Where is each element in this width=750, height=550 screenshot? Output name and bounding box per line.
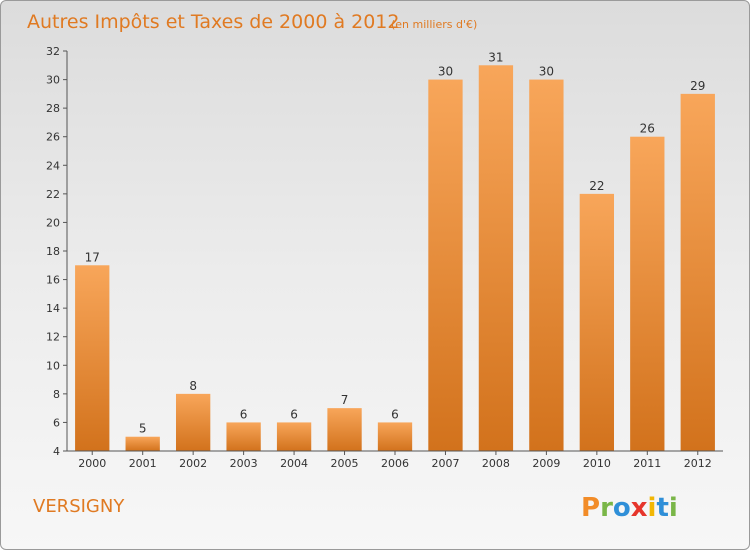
y-tick-label: 24 [46, 159, 60, 172]
bar-value-label: 31 [488, 50, 503, 64]
bars: 17 5 8 6 6 7 6 30 31 30 22 26 29 [75, 50, 715, 452]
logo-letter: P [581, 493, 600, 523]
x-tick-label: 2002 [179, 457, 207, 470]
proxiti-logo: Proxiti [581, 493, 678, 523]
logo-letter: t [656, 493, 668, 523]
bar [478, 65, 514, 452]
x-axis: 2000 2001 2002 2003 2004 2005 2006 2007 2008 2009… [67, 450, 723, 470]
bar [276, 422, 312, 451]
bar [175, 393, 211, 451]
logo-letter: o [613, 493, 631, 523]
bar-value-label: 17 [85, 250, 100, 264]
y-tick-label: 14 [46, 302, 60, 315]
y-tick-label: 18 [46, 245, 60, 258]
bar [630, 136, 665, 451]
x-tick-label: 2001 [129, 457, 157, 470]
x-tick-label: 2004 [280, 457, 308, 470]
bar-value-label: 30 [438, 65, 453, 79]
x-tick-label: 2010 [583, 457, 611, 470]
y-tick-label: 26 [46, 131, 60, 144]
bar-value-label: 6 [391, 407, 399, 421]
y-tick-label: 28 [46, 102, 60, 115]
bar-value-label: 5 [139, 422, 147, 436]
x-tick-label: 2006 [381, 457, 409, 470]
bar-value-label: 29 [690, 79, 705, 93]
logo-letter: r [600, 493, 613, 523]
bar [579, 193, 615, 451]
y-tick-label: 6 [53, 416, 60, 429]
x-tick-label: 2000 [78, 457, 106, 470]
bar [377, 422, 413, 451]
x-tick-label: 2012 [684, 457, 712, 470]
chart-subtitle: (en milliers d'€) [391, 18, 477, 31]
place-name: VERSIGNY [33, 496, 125, 517]
x-tick-label: 2007 [431, 457, 459, 470]
bar [529, 79, 564, 452]
x-tick-label: 2011 [633, 457, 661, 470]
y-axis: 4 6 8 10 12 14 16 18 20 22 24 26 28 30 32 [46, 45, 68, 458]
y-tick-label: 22 [46, 188, 60, 201]
bar-value-label: 26 [640, 122, 655, 136]
bar-value-label: 8 [189, 379, 197, 393]
logo-letter: i [669, 493, 678, 523]
bar-value-label: 6 [290, 407, 298, 421]
bar [680, 93, 715, 451]
y-tick-label: 32 [46, 45, 60, 58]
bar [327, 408, 362, 451]
bar-value-label: 22 [589, 179, 604, 193]
bar-value-label: 6 [240, 407, 248, 421]
y-tick-label: 10 [46, 359, 60, 372]
y-tick-label: 12 [46, 331, 60, 344]
bar-value-label: 7 [341, 393, 349, 407]
y-tick-label: 8 [53, 388, 60, 401]
y-tick-label: 16 [46, 274, 60, 287]
bar-value-label: 30 [539, 65, 554, 79]
bar [125, 436, 160, 451]
bar [75, 265, 110, 451]
bar [428, 79, 463, 452]
logo-letter: i [648, 493, 657, 523]
x-tick-label: 2005 [331, 457, 359, 470]
bar [226, 422, 261, 451]
chart-title: Autres Impôts et Taxes de 2000 à 2012 [27, 11, 400, 33]
x-tick-label: 2009 [532, 457, 560, 470]
y-tick-label: 20 [46, 216, 60, 229]
y-tick-label: 4 [53, 445, 60, 458]
x-tick-label: 2008 [482, 457, 510, 470]
logo-letter: x [631, 493, 648, 523]
y-tick-label: 30 [46, 74, 60, 87]
x-tick-label: 2003 [230, 457, 258, 470]
